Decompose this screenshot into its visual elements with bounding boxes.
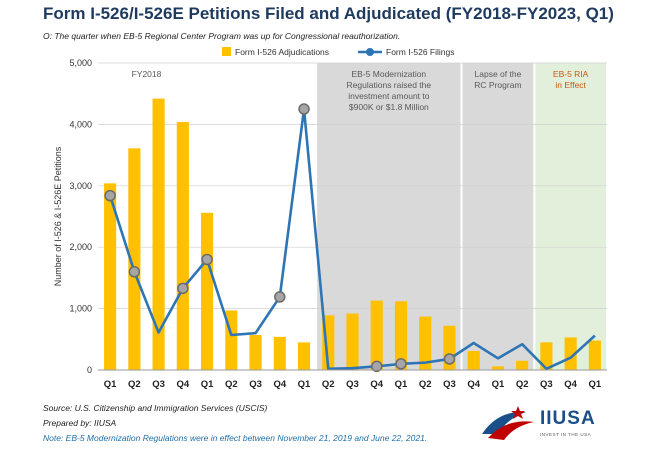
region-band-2 <box>462 63 534 370</box>
region-label-line: FY2018 <box>132 69 162 79</box>
x-tick-label: Q3 <box>152 379 165 390</box>
x-tick-label: Q4 <box>467 379 480 390</box>
region-band-1 <box>317 63 461 370</box>
legend-label-adjudications: Form I-526 Adjudications <box>235 47 329 57</box>
x-tick-label: Q4 <box>564 379 577 390</box>
region-label-line: in Effect <box>555 80 586 90</box>
adjudication-bar <box>128 148 141 370</box>
chart-regions: FY2018 EB-5 Modernization Regulations rais… <box>132 63 606 370</box>
legend-marker-filings <box>366 48 374 56</box>
y-tick-label: 3,000 <box>69 181 92 191</box>
reauthorization-marker <box>395 358 407 370</box>
adjudication-bar <box>564 337 577 370</box>
y-tick-label: 5,000 <box>69 58 92 68</box>
adjudication-bar <box>297 342 311 370</box>
x-tick-label: Q1 <box>104 379 117 390</box>
reauthorization-marker <box>104 189 116 202</box>
adjudication-bar <box>104 183 117 370</box>
y-tick-label: 1,000 <box>69 304 92 314</box>
y-tick-label: 2,000 <box>69 242 92 252</box>
reauthorization-marker <box>370 360 383 373</box>
reauthorization-marker <box>201 253 213 266</box>
region-label-3: EB-5 RIA in Effect <box>553 69 589 90</box>
x-tick-label: Q1 <box>395 379 408 390</box>
region-label-line: $900K or $1.8 Million <box>349 102 429 112</box>
reauthorization-note: O: The quarter when EB-5 Regional Center… <box>43 31 401 41</box>
adjudication-bar <box>273 336 286 370</box>
adjudication-bar <box>370 300 383 370</box>
adjudication-bar <box>540 342 553 370</box>
x-tick-label: Q3 <box>443 379 456 390</box>
region-label-line: RC Program <box>474 80 521 90</box>
x-tick-label: Q2 <box>128 379 141 390</box>
footnote-text: Note: EB-5 Modernization Regulations wer… <box>43 433 428 443</box>
x-tick-label: Q3 <box>346 379 359 390</box>
adjudication-bar <box>346 313 359 370</box>
logo-tagline: INVEST IN THE USA <box>540 432 592 437</box>
reauthorization-marker <box>177 282 189 295</box>
x-tick-label: Q2 <box>516 379 529 390</box>
legend-swatch-adjudications <box>222 47 231 56</box>
x-tick-label: Q1 <box>201 379 214 390</box>
region-label-line: investment amount to <box>348 91 430 101</box>
region-label-line: EB-5 RIA <box>553 69 589 79</box>
prepared-by-text: Prepared by: IIUSA <box>43 418 117 428</box>
chart-legend: Form I-526 Adjudications Form I-526 Filin… <box>222 47 455 57</box>
petitions-chart: FY2018 EB-5 Modernization Regulations rais… <box>53 47 607 390</box>
region-label-line: Lapse of the <box>475 69 522 79</box>
page-title: Form I-526/I-526E Petitions Filed and Ad… <box>43 4 614 23</box>
region-label-2: Lapse of the RC Program <box>474 69 521 90</box>
source-text: Source: U.S. Citizenship and Immigration… <box>43 403 268 413</box>
x-tick-label: Q1 <box>298 379 311 390</box>
region-label-1: EB-5 Modernization Regulations raised the… <box>347 69 432 112</box>
adjudication-bar <box>152 98 165 370</box>
filings-line <box>104 103 596 373</box>
adjudication-bar <box>516 360 529 370</box>
chart-axes: 0 1,000 2,000 3,000 4,000 5,000 Number of I-52… <box>53 58 607 390</box>
x-tick-label: Q4 <box>273 379 286 390</box>
reauthorization-marker <box>443 353 456 365</box>
x-tick-label: Q3 <box>540 379 553 390</box>
adjudication-bar <box>249 335 262 370</box>
legend-label-filings: Form I-526 Filings <box>386 47 455 57</box>
region-band-3 <box>535 63 606 370</box>
y-tick-label: 4,000 <box>69 119 92 129</box>
x-tick-label: Q2 <box>225 379 238 390</box>
x-tick-label: Q1 <box>492 379 505 390</box>
region-label-line: EB-5 Modernization <box>352 69 427 79</box>
reauthorization-marker <box>298 103 310 115</box>
x-tick-label: Q4 <box>176 379 189 390</box>
adjudication-bar <box>394 301 408 370</box>
iiusa-logo: IIUSA INVEST IN THE USA <box>478 404 628 444</box>
y-axis-label: Number of I-526 & I-526E Petitions <box>53 146 63 286</box>
flag-swoosh-icon <box>482 406 534 440</box>
x-tick-label: Q2 <box>419 379 432 390</box>
adjudication-bar <box>588 340 601 370</box>
x-tick-label: Q2 <box>322 379 335 390</box>
adjudication-bar <box>201 212 214 370</box>
adjudication-bar <box>491 366 504 370</box>
reauthorization-marker <box>274 291 286 303</box>
x-tick-label: Q1 <box>589 379 602 390</box>
adjudication-bar <box>176 121 189 370</box>
x-tick-label: Q4 <box>370 379 383 390</box>
region-label-line: Regulations raised the <box>347 80 432 90</box>
x-tick-label: Q3 <box>249 379 262 390</box>
y-tick-label: 0 <box>87 365 92 375</box>
region-label-0: FY2018 <box>132 69 162 79</box>
logo-wordmark: IIUSA <box>540 408 596 429</box>
filings-line-path <box>108 107 596 371</box>
reauthorization-marker <box>128 266 141 278</box>
adjudication-bar <box>467 350 480 370</box>
adjudication-bar <box>419 316 432 370</box>
